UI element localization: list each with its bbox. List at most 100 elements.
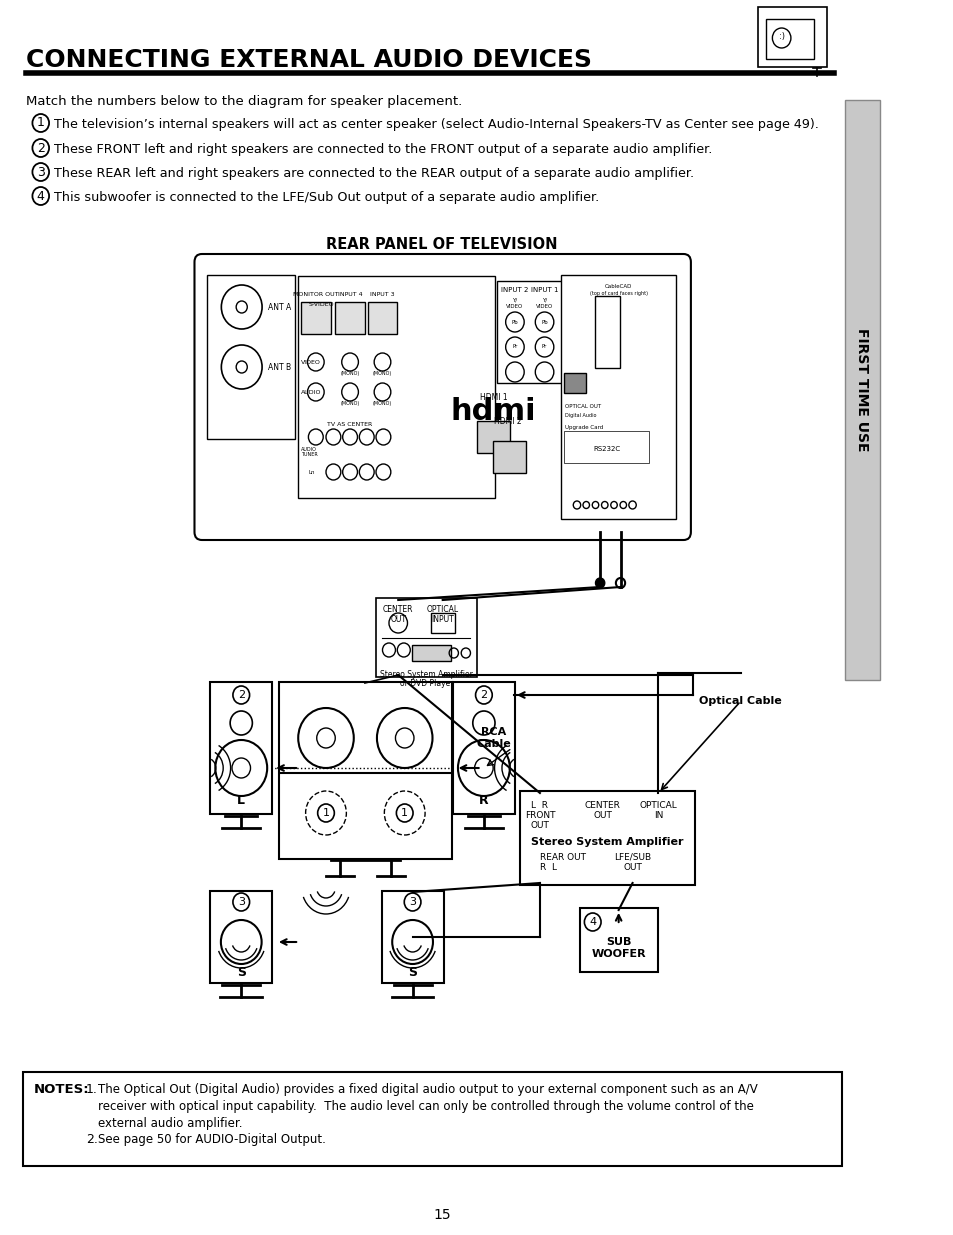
Text: HDMI 2: HDMI 2 <box>494 417 520 426</box>
Text: Pb: Pb <box>540 320 547 325</box>
Text: (MONO): (MONO) <box>340 401 359 406</box>
Text: 1.: 1. <box>86 1083 98 1095</box>
Text: CENTER
OUT: CENTER OUT <box>382 605 413 624</box>
FancyBboxPatch shape <box>765 19 813 59</box>
Text: Ln: Ln <box>309 469 315 474</box>
FancyBboxPatch shape <box>367 303 396 333</box>
Text: NOTES:: NOTES: <box>33 1083 89 1095</box>
FancyBboxPatch shape <box>563 373 586 393</box>
Text: Stereo System Amplifier: Stereo System Amplifier <box>379 671 473 679</box>
Text: OUT: OUT <box>593 811 612 820</box>
Text: Pr: Pr <box>541 345 547 350</box>
Text: AUDIO: AUDIO <box>301 389 321 394</box>
FancyBboxPatch shape <box>375 598 476 677</box>
Text: hdmi: hdmi <box>451 398 536 426</box>
FancyBboxPatch shape <box>412 645 451 661</box>
FancyBboxPatch shape <box>563 431 649 463</box>
Text: RCA
Cable: RCA Cable <box>476 727 511 748</box>
Text: LFE/SUB: LFE/SUB <box>614 853 651 862</box>
Text: TV AS CENTER: TV AS CENTER <box>327 422 373 427</box>
Text: REAR PANEL OF TELEVISION: REAR PANEL OF TELEVISION <box>326 237 557 252</box>
Text: 2: 2 <box>237 690 245 700</box>
FancyBboxPatch shape <box>519 790 694 885</box>
FancyBboxPatch shape <box>210 682 272 814</box>
Text: INPUT 3: INPUT 3 <box>370 293 395 298</box>
Text: 4: 4 <box>37 189 45 203</box>
Circle shape <box>595 578 604 588</box>
FancyBboxPatch shape <box>278 682 452 860</box>
Text: 1: 1 <box>37 116 45 130</box>
Text: CableCAD: CableCAD <box>604 284 632 289</box>
Text: OUT: OUT <box>530 821 549 830</box>
Text: FRONT: FRONT <box>524 811 555 820</box>
FancyBboxPatch shape <box>579 908 657 972</box>
Text: OPTICAL: OPTICAL <box>639 802 677 810</box>
Text: Pb: Pb <box>511 320 517 325</box>
Text: FIRST TIME USE: FIRST TIME USE <box>854 329 868 452</box>
FancyBboxPatch shape <box>301 303 331 333</box>
Text: INPUT 1: INPUT 1 <box>530 287 558 293</box>
Text: Pr: Pr <box>512 345 517 350</box>
Text: OUT: OUT <box>622 863 641 872</box>
Text: These FRONT left and right speakers are connected to the FRONT output of a separ: These FRONT left and right speakers are … <box>53 143 711 156</box>
Text: See page 50 for AUDIO-Digital Output.: See page 50 for AUDIO-Digital Output. <box>98 1132 326 1146</box>
Text: VIDEO: VIDEO <box>301 359 320 364</box>
FancyBboxPatch shape <box>298 275 494 498</box>
FancyBboxPatch shape <box>560 275 676 519</box>
Text: Optical Cable: Optical Cable <box>699 697 781 706</box>
Text: :): :) <box>778 32 783 41</box>
Text: CENTER: CENTER <box>584 802 620 810</box>
Text: Stereo System Amplifier: Stereo System Amplifier <box>530 837 682 847</box>
Text: 3: 3 <box>37 165 45 179</box>
Text: The Optical Out (Digital Audio) provides a fixed digital audio output to your ex: The Optical Out (Digital Audio) provides… <box>98 1083 757 1130</box>
Text: 15: 15 <box>433 1208 450 1221</box>
Text: Y/: Y/ <box>541 298 547 303</box>
Text: 4: 4 <box>589 918 596 927</box>
Text: S: S <box>236 966 246 978</box>
FancyBboxPatch shape <box>381 890 443 983</box>
Text: L  R: L R <box>531 802 548 810</box>
Text: S: S <box>408 966 416 978</box>
FancyBboxPatch shape <box>497 282 578 383</box>
Text: AUDIO
TUNER: AUDIO TUNER <box>301 447 317 457</box>
Text: (MONO): (MONO) <box>373 372 392 377</box>
Text: VIDEO: VIDEO <box>506 304 523 309</box>
Text: 2: 2 <box>37 142 45 154</box>
Text: INPUT 2: INPUT 2 <box>500 287 528 293</box>
Text: R  L: R L <box>539 863 557 872</box>
Text: IN: IN <box>653 811 662 820</box>
Text: 1: 1 <box>401 808 408 818</box>
Text: 3: 3 <box>237 897 245 906</box>
Text: REAR OUT: REAR OUT <box>539 853 585 862</box>
Text: OPTICAL
INPUT: OPTICAL INPUT <box>426 605 458 624</box>
Text: 2.: 2. <box>86 1132 98 1146</box>
Text: Y/: Y/ <box>512 298 517 303</box>
Text: These REAR left and right speakers are connected to the REAR output of a separat: These REAR left and right speakers are c… <box>53 167 693 180</box>
Text: Upgrade Card: Upgrade Card <box>564 425 602 430</box>
Text: 1: 1 <box>322 808 329 818</box>
FancyBboxPatch shape <box>210 890 272 983</box>
FancyBboxPatch shape <box>492 441 525 473</box>
Text: The television’s internal speakers will act as center speaker (select Audio-Inte: The television’s internal speakers will … <box>53 119 818 131</box>
Text: OPTICAL OUT: OPTICAL OUT <box>564 405 600 410</box>
Text: SUB
WOOFER: SUB WOOFER <box>591 937 645 958</box>
Text: R: R <box>478 794 488 808</box>
FancyBboxPatch shape <box>594 296 618 368</box>
Text: VIDEO: VIDEO <box>536 304 553 309</box>
Text: ANT A: ANT A <box>268 303 291 311</box>
FancyBboxPatch shape <box>207 275 294 438</box>
Text: Match the numbers below to the diagram for speaker placement.: Match the numbers below to the diagram f… <box>26 95 461 107</box>
FancyBboxPatch shape <box>430 613 455 634</box>
Text: CONNECTING EXTERNAL AUDIO DEVICES: CONNECTING EXTERNAL AUDIO DEVICES <box>26 48 591 72</box>
FancyBboxPatch shape <box>453 682 515 814</box>
Text: HDMI 1: HDMI 1 <box>479 393 507 401</box>
Text: (MONO): (MONO) <box>340 372 359 377</box>
Text: Digital Audio: Digital Audio <box>564 412 596 417</box>
Text: S-VIDEO: S-VIDEO <box>308 303 334 308</box>
FancyBboxPatch shape <box>335 303 364 333</box>
Text: (top of card faces right): (top of card faces right) <box>589 291 647 296</box>
Text: or DVD Player: or DVD Player <box>399 679 453 688</box>
FancyBboxPatch shape <box>23 1072 841 1166</box>
Text: L: L <box>237 794 245 808</box>
Text: 2: 2 <box>479 690 487 700</box>
